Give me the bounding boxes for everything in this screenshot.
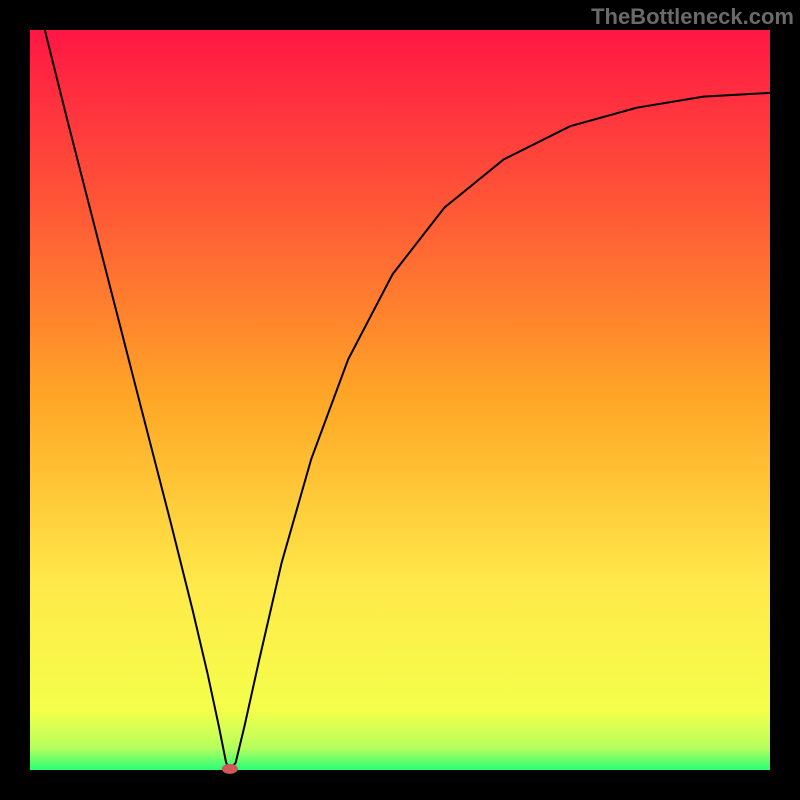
plot-area bbox=[30, 30, 770, 770]
curve-path bbox=[45, 30, 770, 770]
bottleneck-curve bbox=[30, 30, 770, 770]
watermark-text: TheBottleneck.com bbox=[591, 4, 794, 30]
minimum-marker bbox=[222, 763, 238, 773]
